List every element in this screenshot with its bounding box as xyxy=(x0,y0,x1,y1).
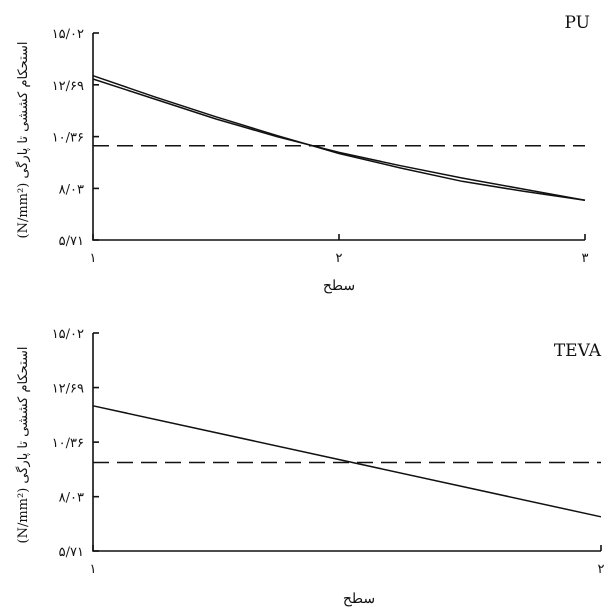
chart-teva-y-tick-label: ۵/۷۱ xyxy=(59,545,84,560)
chart-pu-x-tick-label: ۳ xyxy=(582,251,589,266)
chart-teva-y-tick-label: ۱۵/۰۲ xyxy=(52,327,84,342)
chart-pu-series-line-2 xyxy=(92,78,586,201)
chart-pu-axes xyxy=(92,33,585,241)
chart-pu-series-line-1 xyxy=(92,74,586,201)
chart-pu-x-tick-label: ۱ xyxy=(90,251,97,266)
chart-pu-y-tick-label: ۸/۰۳ xyxy=(59,182,84,197)
chart-pu-x-axis-label: سطح xyxy=(323,278,355,294)
chart-pu-y-tick-label: ۱۵/۰۲ xyxy=(52,27,84,42)
chart-pu-y-tick-label: ۵/۷۱ xyxy=(59,234,84,249)
chart-teva-series-line-1 xyxy=(92,405,602,518)
chart-pu-x-tick-label: ۲ xyxy=(336,251,343,266)
chart-teva-x-tick-label: ۱ xyxy=(90,562,97,577)
chart-teva-x-tick-label: ۲ xyxy=(598,562,605,577)
chart-teva-y-axis-label: استحکام کششی تا پارگی (N/mm²) xyxy=(15,347,31,544)
chart-pu: PU سطح استحکام کششی تا پارگی (N/mm²) ۵/۷… xyxy=(15,13,590,294)
chart-teva: TEVA سطح استحکام کششی تا پارگی (N/mm²) ۵… xyxy=(15,327,605,607)
chart-teva-corner-label: TEVA xyxy=(554,341,602,361)
chart-teva-y-tick-label: ۱۰/۳۶ xyxy=(52,436,84,451)
chart-pu-y-tick-label: ۱۰/۳۶ xyxy=(52,131,84,146)
chart-pu-y-axis-label: استحکام کششی تا پارگی (N/mm²) xyxy=(15,42,31,239)
chart-teva-axes xyxy=(92,333,601,552)
chart-pu-y-tick-label: ۱۲/۶۹ xyxy=(52,79,84,94)
chart-pu-corner-label: PU xyxy=(565,13,590,33)
chart-teva-x-axis-label: سطح xyxy=(343,591,375,607)
chart-teva-y-tick-label: ۱۲/۶۹ xyxy=(52,382,84,397)
chart-teva-y-tick-label: ۸/۰۳ xyxy=(59,491,84,506)
